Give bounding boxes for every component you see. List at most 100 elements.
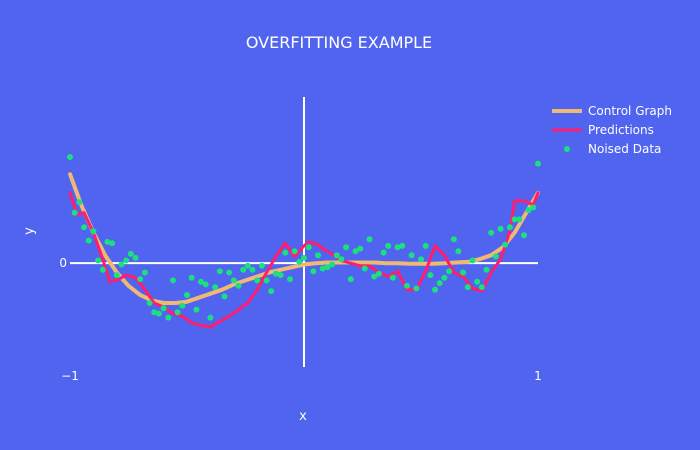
noised-data-point xyxy=(123,257,130,264)
noised-data-point xyxy=(399,242,406,249)
noised-data-point xyxy=(263,277,270,284)
noised-data-point xyxy=(104,238,111,245)
noised-data-point xyxy=(235,282,242,289)
noised-data-point xyxy=(258,262,265,269)
y-tick-label: 0 xyxy=(59,256,67,270)
noised-data-point xyxy=(174,309,181,316)
noised-data-point xyxy=(441,274,448,281)
legend-item[interactable]: Noised Data xyxy=(564,142,661,156)
noised-data-point xyxy=(413,285,420,292)
noised-data-point xyxy=(132,254,139,261)
legend-item[interactable]: Predictions xyxy=(552,123,654,137)
noised-data-point xyxy=(71,209,78,216)
noised-data-point xyxy=(207,314,214,321)
noised-data-point xyxy=(385,242,392,249)
noised-data-point xyxy=(432,286,438,293)
noised-data-point xyxy=(530,204,537,211)
predictions-line xyxy=(68,191,540,329)
noised-data-point xyxy=(333,252,340,259)
noised-data-point xyxy=(137,276,144,283)
noised-data-point xyxy=(165,314,172,321)
chart-title: OVERFITTING EXAMPLE xyxy=(246,33,432,52)
noised-data-point xyxy=(268,288,275,295)
noised-data-point xyxy=(310,268,317,275)
noised-data-point xyxy=(113,272,120,279)
noised-data-point xyxy=(244,262,251,269)
noised-data-point xyxy=(347,276,354,283)
noised-data-point xyxy=(521,232,527,239)
noised-data-point xyxy=(141,269,148,276)
legend-item[interactable]: Control Graph xyxy=(552,104,672,118)
noised-data-point xyxy=(389,274,396,281)
noised-data-point xyxy=(338,256,345,263)
legend-label: Noised Data xyxy=(588,142,661,156)
noised-data-point xyxy=(155,310,162,317)
noised-data-point xyxy=(366,236,373,243)
plot-area xyxy=(67,154,541,329)
noised-data-point xyxy=(446,268,453,275)
noised-data-point xyxy=(160,305,167,312)
noised-data-point xyxy=(460,269,467,276)
noised-data-point xyxy=(394,244,401,251)
noised-data-point xyxy=(502,241,509,248)
noised-data-point xyxy=(95,257,102,264)
noised-data-point xyxy=(109,240,116,247)
legend[interactable]: Control Graph Predictions Noised Data xyxy=(552,104,672,156)
control-graph-line xyxy=(68,172,540,305)
noised-data-point xyxy=(404,282,410,289)
noised-data-point xyxy=(212,284,219,291)
noised-data-point xyxy=(371,273,378,280)
noised-data-point xyxy=(511,216,518,223)
noised-data-point xyxy=(525,207,532,214)
noised-data-point xyxy=(408,252,415,259)
noised-data-point xyxy=(478,284,485,291)
noised-data-point xyxy=(151,309,158,316)
x-tick-label: −1 xyxy=(61,369,79,383)
noised-data-point xyxy=(170,277,176,284)
noised-data-point xyxy=(198,278,204,285)
noised-data-point xyxy=(296,258,303,265)
tick-labels: −1 1 0 xyxy=(59,256,541,383)
noised-data-point xyxy=(90,228,97,235)
noised-data-point xyxy=(127,250,134,257)
noised-data-point xyxy=(492,253,499,260)
noised-data-point xyxy=(497,225,504,232)
noised-data-point xyxy=(324,264,331,271)
noised-data-point xyxy=(188,274,195,281)
noised-data-point xyxy=(319,265,326,272)
noised-data-point xyxy=(535,160,541,167)
noised-data-point xyxy=(352,248,359,255)
noised-data-point xyxy=(291,248,298,255)
noised-data-point xyxy=(76,199,83,206)
noised-data-point xyxy=(329,261,336,268)
noised-data-point xyxy=(427,272,434,279)
noised-data-point xyxy=(226,269,233,276)
noised-data-point xyxy=(221,293,228,300)
noised-data-point xyxy=(516,216,523,223)
noised-data-point xyxy=(483,266,490,273)
noised-data-point xyxy=(315,252,321,259)
noised-data-point xyxy=(506,224,513,231)
noised-data-point xyxy=(357,245,364,252)
noised-data-point xyxy=(361,265,368,272)
noised-data-point xyxy=(287,276,293,283)
noised-data-point xyxy=(240,266,247,273)
noised-data-point xyxy=(249,266,256,273)
noised-data-point xyxy=(85,237,92,244)
noised-data-point xyxy=(99,266,106,273)
noised-data-point xyxy=(422,242,429,249)
noised-data-point xyxy=(469,257,476,264)
noised-data-point xyxy=(146,300,153,306)
noised-data-point xyxy=(184,292,190,298)
noised-data-point xyxy=(305,244,312,251)
noised-data-point xyxy=(179,302,186,309)
noised-data-point xyxy=(81,224,87,231)
axes xyxy=(70,97,538,367)
noised-data-point xyxy=(455,248,462,255)
noised-data-point xyxy=(282,249,289,256)
noised-data-point xyxy=(375,270,382,277)
noised-data-point xyxy=(193,306,200,313)
noised-data-point xyxy=(474,278,481,285)
